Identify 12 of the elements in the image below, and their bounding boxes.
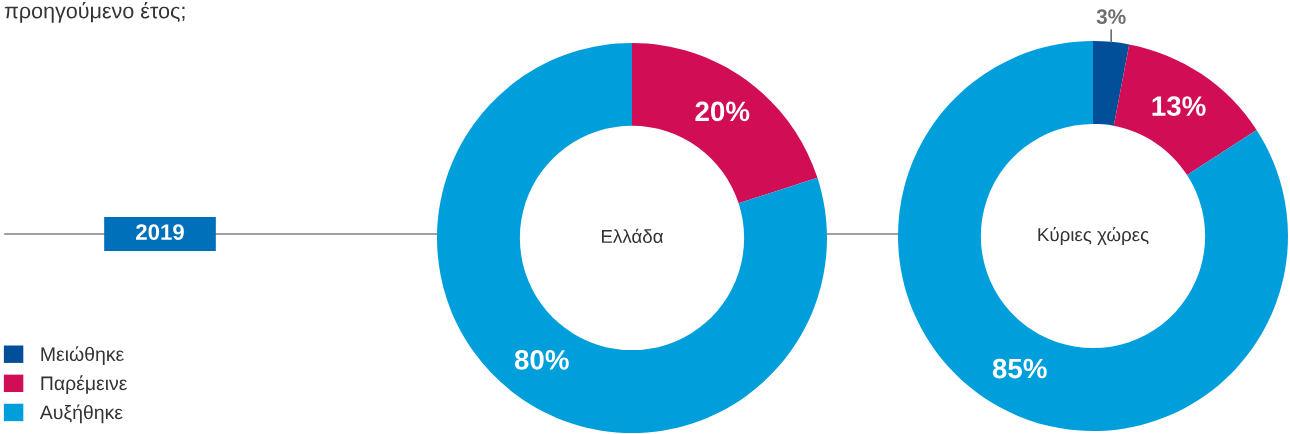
slice-label: Κύριες χώρες [1038,226,1149,246]
data-label: 13% [1152,96,1206,116]
legend-label: Αυξήθηκε [39,404,123,424]
legend-label: Μειώθηκε [41,346,124,365]
legend-label: Παρέμεινε [41,375,128,395]
text: 2019 [136,224,184,240]
data-label: 80% [514,350,569,370]
data-label: 20% [695,101,750,122]
data-label: 3% [1096,9,1126,25]
text: προηγούμενο έτος; [4,2,185,23]
slice-label: Ελλάδα [601,228,664,244]
data-label: 85% [992,358,1047,379]
